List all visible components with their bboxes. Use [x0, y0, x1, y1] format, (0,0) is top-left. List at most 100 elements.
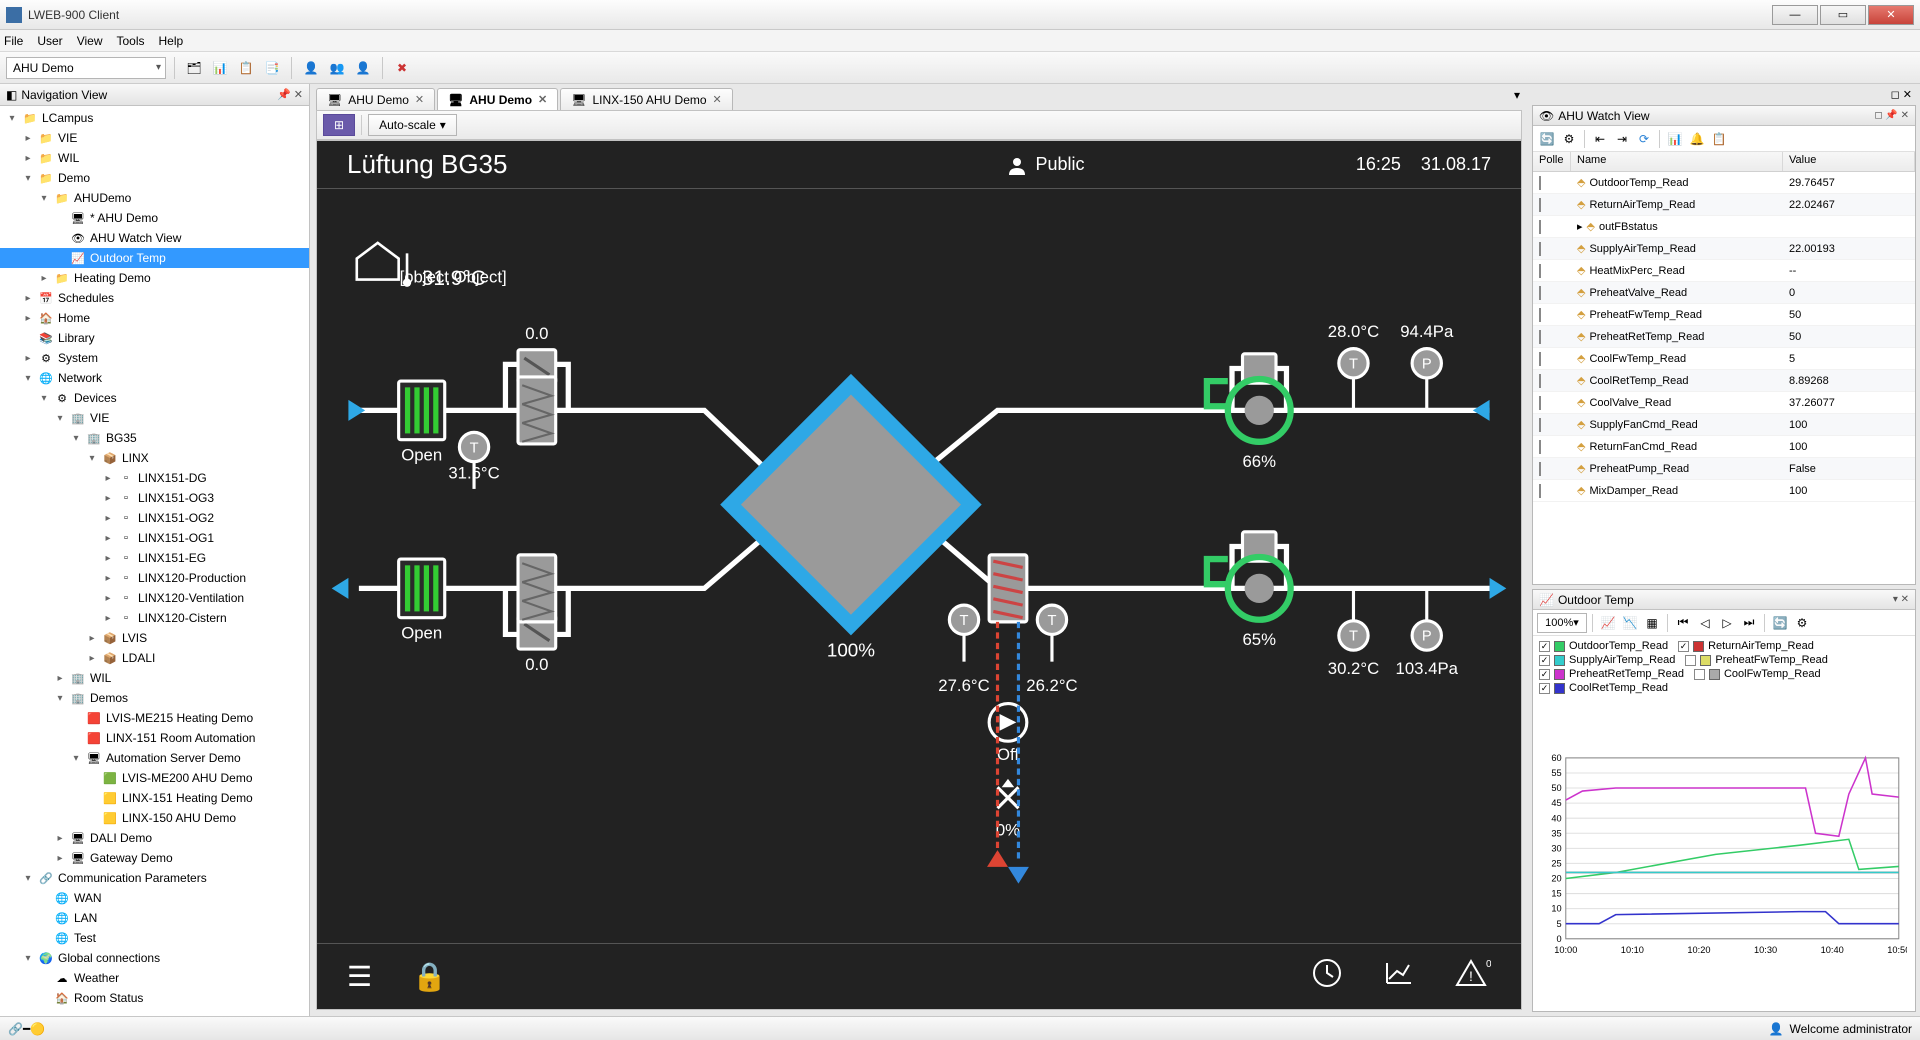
tree-item[interactable]: ▾📁LCampus	[0, 108, 309, 128]
temp-tb-settings[interactable]: ⚙	[1792, 613, 1812, 633]
tree-item[interactable]: 🌐WAN	[0, 888, 309, 908]
tree-item[interactable]: 🟨LINX-151 Heating Demo	[0, 788, 309, 808]
watch-row[interactable]: ⬘ OutdoorTemp_Read29.76457	[1533, 172, 1915, 194]
tree-item[interactable]: 🟥LINX-151 Room Automation	[0, 728, 309, 748]
tree-item[interactable]: ▸▫LINX151-DG	[0, 468, 309, 488]
watch-col-name[interactable]: Name	[1571, 152, 1783, 171]
tree-item[interactable]: 🏠Room Status	[0, 988, 309, 1008]
menu-tools[interactable]: Tools	[116, 34, 144, 48]
alarm-icon[interactable]: !0	[1455, 957, 1491, 996]
tree-item[interactable]: ▸📅Schedules	[0, 288, 309, 308]
watch-row[interactable]: ⬘ PreheatRetTemp_Read50	[1533, 326, 1915, 348]
tree-item[interactable]: 👁AHU Watch View	[0, 228, 309, 248]
pin-icon[interactable]: 📌 ✕	[277, 88, 303, 101]
tree-item[interactable]: ▾📁Demo	[0, 168, 309, 188]
tab-close-icon[interactable]: ✕	[713, 93, 722, 106]
clock-icon[interactable]	[1311, 957, 1343, 996]
toolbar-delete[interactable]: ✖	[391, 57, 413, 79]
watch-tb-1[interactable]: 🔄	[1537, 129, 1557, 149]
close-button[interactable]: ✕	[1868, 5, 1914, 25]
tab-close-icon[interactable]: ✕	[538, 93, 547, 106]
legend-item[interactable]: ✓CoolRetTemp_Read	[1539, 682, 1668, 694]
tree-item[interactable]: 🟩LVIS-ME200 AHU Demo	[0, 768, 309, 788]
temp-tb-2[interactable]: 📉	[1620, 613, 1640, 633]
minimize-button[interactable]: —	[1772, 5, 1818, 25]
watch-grid[interactable]: Polle Name Value ⬘ OutdoorTemp_Read29.76…	[1533, 152, 1915, 584]
tree-item[interactable]: ▸▫LINX120-Ventilation	[0, 588, 309, 608]
menu-icon[interactable]: ☰	[347, 960, 372, 993]
tree-item[interactable]: 🌐LAN	[0, 908, 309, 928]
toolbar-btn-4[interactable]: 📑	[261, 57, 283, 79]
tree-item[interactable]: ▸🖥DALI Demo	[0, 828, 309, 848]
tree-item[interactable]: ▸📦LVIS	[0, 628, 309, 648]
watch-tb-6[interactable]: 📊	[1665, 129, 1685, 149]
watch-row[interactable]: ⬘ CoolFwTemp_Read5	[1533, 348, 1915, 370]
watch-row[interactable]: ⬘ MixDamper_Read100	[1533, 480, 1915, 502]
tree-item[interactable]: ▾📦LINX	[0, 448, 309, 468]
watch-row[interactable]: ⬘ PreheatFwTemp_Read50	[1533, 304, 1915, 326]
tree-item[interactable]: ▾🌐Network	[0, 368, 309, 388]
toolbar-btn-1[interactable]: 🗂	[183, 57, 205, 79]
trend-icon[interactable]	[1383, 957, 1415, 996]
toolbar-user-3[interactable]: 👤	[352, 57, 374, 79]
tab[interactable]: 🖥AHU Demo✕	[437, 88, 558, 110]
tree-item[interactable]: 🌐Test	[0, 928, 309, 948]
legend-item[interactable]: ✓PreheatRetTemp_Read	[1539, 668, 1684, 680]
watch-tb-3[interactable]: ⇤	[1590, 129, 1610, 149]
watch-col-value[interactable]: Value	[1783, 152, 1915, 171]
legend-item[interactable]: ✓SupplyAirTemp_Read	[1539, 654, 1675, 666]
watch-tb-8[interactable]: 📋	[1709, 129, 1729, 149]
tree-item[interactable]: ▾🏢BG35	[0, 428, 309, 448]
tree-item[interactable]: 🟨LINX-150 AHU Demo	[0, 808, 309, 828]
tree-item[interactable]: ▸▫LINX151-EG	[0, 548, 309, 568]
tree-item[interactable]: 📈Outdoor Temp	[0, 248, 309, 268]
tree-item[interactable]: 🟥LVIS-ME215 Heating Demo	[0, 708, 309, 728]
trend-chart[interactable]: 05101520253035404550556010:0010:1010:201…	[1533, 698, 1915, 1011]
watch-row[interactable]: ⬘ PreheatPump_ReadFalse	[1533, 458, 1915, 480]
temp-tb-1[interactable]: 📈	[1598, 613, 1618, 633]
tree-item[interactable]: ▸📁Heating Demo	[0, 268, 309, 288]
watch-tb-5[interactable]: ⟳	[1634, 129, 1654, 149]
legend-item[interactable]: CoolFwTemp_Read	[1694, 668, 1821, 680]
autoscale-button[interactable]: Auto-scale ▾	[368, 114, 457, 136]
tree-item[interactable]: ▸📦LDALI	[0, 648, 309, 668]
menu-view[interactable]: View	[77, 34, 103, 48]
menu-user[interactable]: User	[37, 34, 62, 48]
tree-item[interactable]: ▸🖥Gateway Demo	[0, 848, 309, 868]
tree-item[interactable]: ▾🏢Demos	[0, 688, 309, 708]
lock-icon[interactable]: 🔒	[412, 960, 447, 993]
toolbar-user-2[interactable]: 👥	[326, 57, 348, 79]
tree-item[interactable]: ▾📁AHUDemo	[0, 188, 309, 208]
watch-row[interactable]: ⬘ PreheatValve_Read0	[1533, 282, 1915, 304]
tree-item[interactable]: ▸▫LINX120-Cistern	[0, 608, 309, 628]
watch-row[interactable]: ⬘ CoolRetTemp_Read8.89268	[1533, 370, 1915, 392]
tree-item[interactable]: ☁Weather	[0, 968, 309, 988]
legend-item[interactable]: ✓ReturnAirTemp_Read	[1678, 640, 1814, 652]
tree-item[interactable]: ▾⚙Devices	[0, 388, 309, 408]
temp-pin-icon[interactable]: ▾ ✕	[1893, 594, 1909, 605]
toolbar-user-1[interactable]: 👤	[300, 57, 322, 79]
tree-item[interactable]: ▾🌍Global connections	[0, 948, 309, 968]
tree-item[interactable]: ▾🖥Automation Server Demo	[0, 748, 309, 768]
temp-tb-last[interactable]: ⏭	[1739, 613, 1759, 633]
tab[interactable]: 🖥AHU Demo✕	[316, 88, 435, 110]
right-panel-controls[interactable]: ◻ ✕	[1532, 88, 1916, 101]
watch-row[interactable]: ⬘ SupplyAirTemp_Read22.00193	[1533, 238, 1915, 260]
tree-item[interactable]: ▸⚙System	[0, 348, 309, 368]
watch-row[interactable]: ⬘ ReturnAirTemp_Read22.02467	[1533, 194, 1915, 216]
menu-help[interactable]: Help	[159, 34, 184, 48]
temp-tb-first[interactable]: ⏮	[1673, 613, 1693, 633]
watch-tb-2[interactable]: ⚙	[1559, 129, 1579, 149]
temp-tb-refresh[interactable]: 🔄	[1770, 613, 1790, 633]
watch-col-poll[interactable]: Polle	[1533, 152, 1571, 171]
hmi-canvas[interactable]: Lüftung BG35 Public 16:25 31.08.17 [obje…	[316, 140, 1522, 1010]
watch-row[interactable]: ⬘ HeatMixPerc_Read--	[1533, 260, 1915, 282]
tab[interactable]: 🖥LINX-150 AHU Demo✕	[560, 88, 733, 110]
tree-item[interactable]: ▸▫LINX151-OG1	[0, 528, 309, 548]
tree-item[interactable]: ▸▫LINX151-OG3	[0, 488, 309, 508]
tab-close-icon[interactable]: ✕	[415, 93, 424, 106]
tree-item[interactable]: ▸🏢WIL	[0, 668, 309, 688]
zoom-combo[interactable]: 100% ▾	[1537, 613, 1587, 633]
tree-item[interactable]: ▸🏠Home	[0, 308, 309, 328]
menu-file[interactable]: File	[4, 34, 23, 48]
